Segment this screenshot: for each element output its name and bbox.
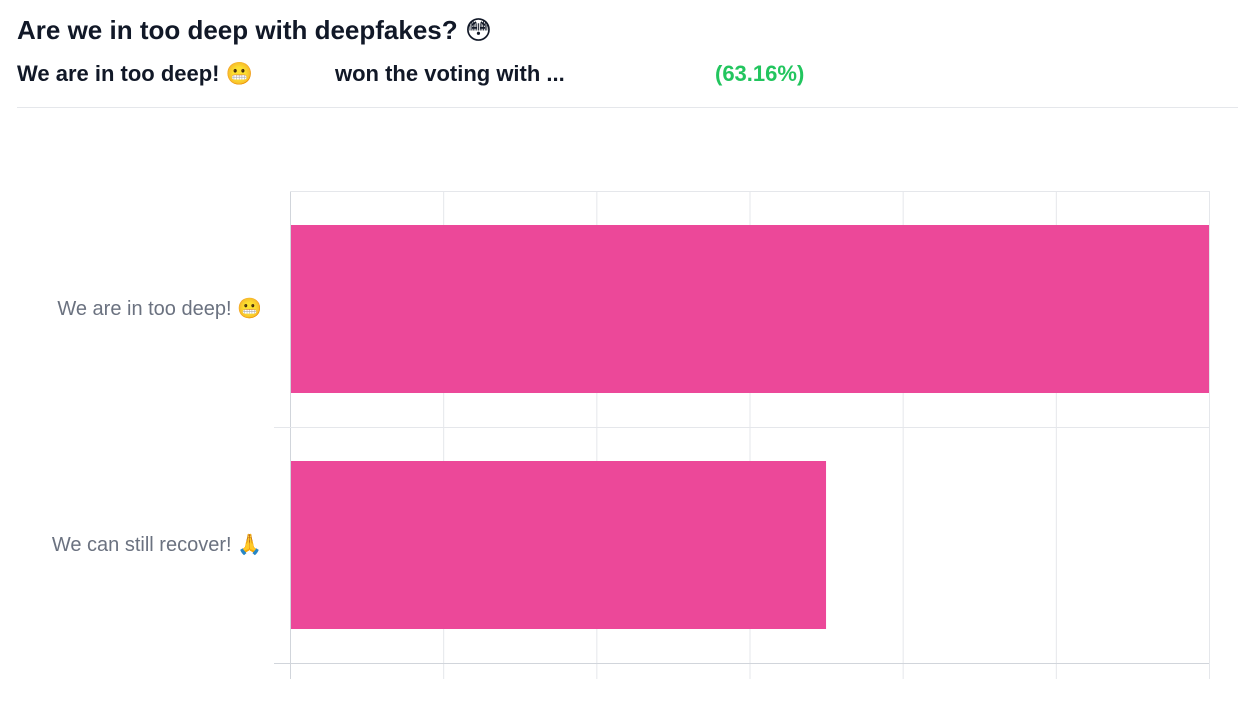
won-text: won the voting with ... (335, 61, 565, 86)
winner-option: We are in too deep! 😬 (17, 61, 254, 86)
poll-header: Are we in too deep with deepfakes? 😳 We … (0, 0, 1258, 110)
results-bar-chart: We are in too deep! 😬 We can still recove… (0, 150, 1258, 710)
bar (291, 461, 827, 629)
category-label: We can still recover! 🙏 (51, 534, 262, 556)
poll-title: Are we in too deep with deepfakes? 😳 (17, 15, 492, 45)
winner-percent: (63.16%) (715, 61, 805, 86)
header-divider (17, 107, 1238, 108)
bar (291, 225, 1209, 393)
category-label: We are in too deep! 😬 (57, 298, 262, 320)
bar-chart-canvas (274, 191, 1210, 679)
